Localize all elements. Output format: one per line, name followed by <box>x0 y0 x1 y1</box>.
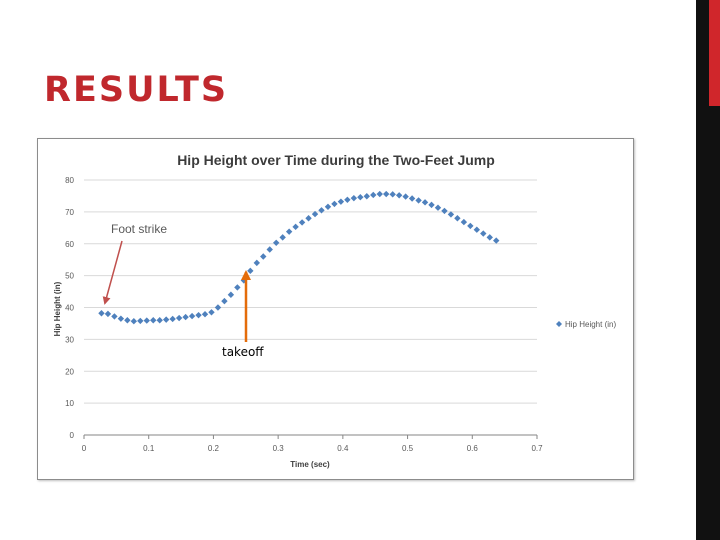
data-point <box>247 267 254 275</box>
data-point <box>383 190 390 198</box>
data-point <box>480 230 487 237</box>
data-point <box>415 197 422 204</box>
data-point <box>292 223 299 231</box>
data-point <box>214 304 222 311</box>
data-point <box>402 193 409 200</box>
data-point <box>421 199 429 206</box>
legend-label: Hip Height (in) <box>565 320 616 329</box>
data-point <box>493 237 500 244</box>
data-point <box>447 211 455 218</box>
data-point <box>460 218 468 226</box>
data-point <box>279 234 286 241</box>
data-point <box>324 203 332 210</box>
chart-title: Hip Height over Time during the Two-Feet… <box>177 152 495 168</box>
data-point <box>221 297 228 305</box>
y-axis-label: Hip Height (in) <box>53 281 62 336</box>
x-tick-label: 0.3 <box>273 444 285 453</box>
gridlines <box>84 179 537 404</box>
data-point <box>305 215 312 222</box>
x-tick-label: 0.1 <box>143 444 155 453</box>
data-point <box>357 194 364 201</box>
y-tick-label: 20 <box>65 367 74 376</box>
data-point <box>227 291 235 298</box>
data-point <box>124 317 131 324</box>
data-point <box>104 310 112 318</box>
data-point <box>111 313 118 320</box>
data-point <box>467 222 474 230</box>
data-point <box>156 317 163 324</box>
data-point <box>331 200 338 208</box>
y-tick-label: 50 <box>65 272 74 281</box>
data-point <box>441 207 448 215</box>
data-point <box>311 210 319 218</box>
data-point <box>150 317 157 324</box>
data-point <box>344 196 351 203</box>
annotation-foot-strike: Foot strike <box>111 222 167 236</box>
x-tick-label: 0.4 <box>337 444 349 453</box>
y-tick-label: 0 <box>70 431 75 440</box>
x-tick-label: 0.2 <box>208 444 220 453</box>
y-tick-label: 40 <box>65 304 74 313</box>
data-point <box>143 317 150 324</box>
data-point <box>169 315 176 323</box>
y-tick-labels: 0 10 20 30 40 50 60 70 80 <box>65 176 74 440</box>
data-point <box>260 253 267 260</box>
y-tick-label: 10 <box>65 399 74 408</box>
data-point <box>182 313 189 321</box>
data-point <box>363 193 371 200</box>
x-tick-labels: 0 0.1 0.2 0.3 0.4 0.5 0.6 0.7 <box>82 435 543 453</box>
legend-marker <box>556 321 562 327</box>
data-point <box>162 316 170 323</box>
x-tick-label: 0.6 <box>467 444 479 453</box>
data-point <box>266 246 273 253</box>
data-point <box>318 207 325 214</box>
data-point <box>473 226 481 233</box>
data-point <box>454 215 461 222</box>
x-axis-label: Time (sec) <box>290 460 330 469</box>
data-point <box>376 190 383 198</box>
data-point <box>175 314 183 322</box>
data-point <box>389 191 396 198</box>
data-point <box>285 228 293 235</box>
series-hip-height <box>98 190 500 325</box>
data-point <box>370 191 377 199</box>
data-point <box>195 311 202 319</box>
data-point <box>137 317 144 325</box>
data-point <box>273 239 280 246</box>
x-tick-label: 0.5 <box>402 444 414 453</box>
data-point <box>428 201 435 209</box>
data-point <box>117 315 125 322</box>
legend: Hip Height (in) <box>556 320 616 329</box>
y-tick-label: 30 <box>65 335 74 344</box>
data-point <box>208 309 215 316</box>
foot-strike-arrow <box>102 240 123 305</box>
data-point <box>486 234 493 241</box>
slide-title: RESULTS <box>44 70 229 110</box>
data-point <box>98 310 105 317</box>
annotation-takeoff: takeoff <box>222 345 264 359</box>
data-point <box>350 194 358 202</box>
chart-frame <box>37 138 634 480</box>
x-tick-label: 0.7 <box>531 444 543 453</box>
y-tick-label: 80 <box>65 176 74 185</box>
data-point <box>253 259 260 267</box>
data-point <box>408 195 416 202</box>
data-point <box>130 318 138 325</box>
side-accent-bar-red <box>709 0 720 106</box>
data-point <box>188 312 196 320</box>
data-point <box>234 284 241 291</box>
data-point <box>298 219 306 226</box>
x-tick-label: 0 <box>82 444 87 453</box>
y-tick-label: 60 <box>65 240 74 249</box>
data-point <box>337 198 345 205</box>
data-point <box>434 204 442 211</box>
y-tick-label: 70 <box>65 208 74 217</box>
data-point <box>395 192 403 199</box>
data-point <box>201 310 209 318</box>
